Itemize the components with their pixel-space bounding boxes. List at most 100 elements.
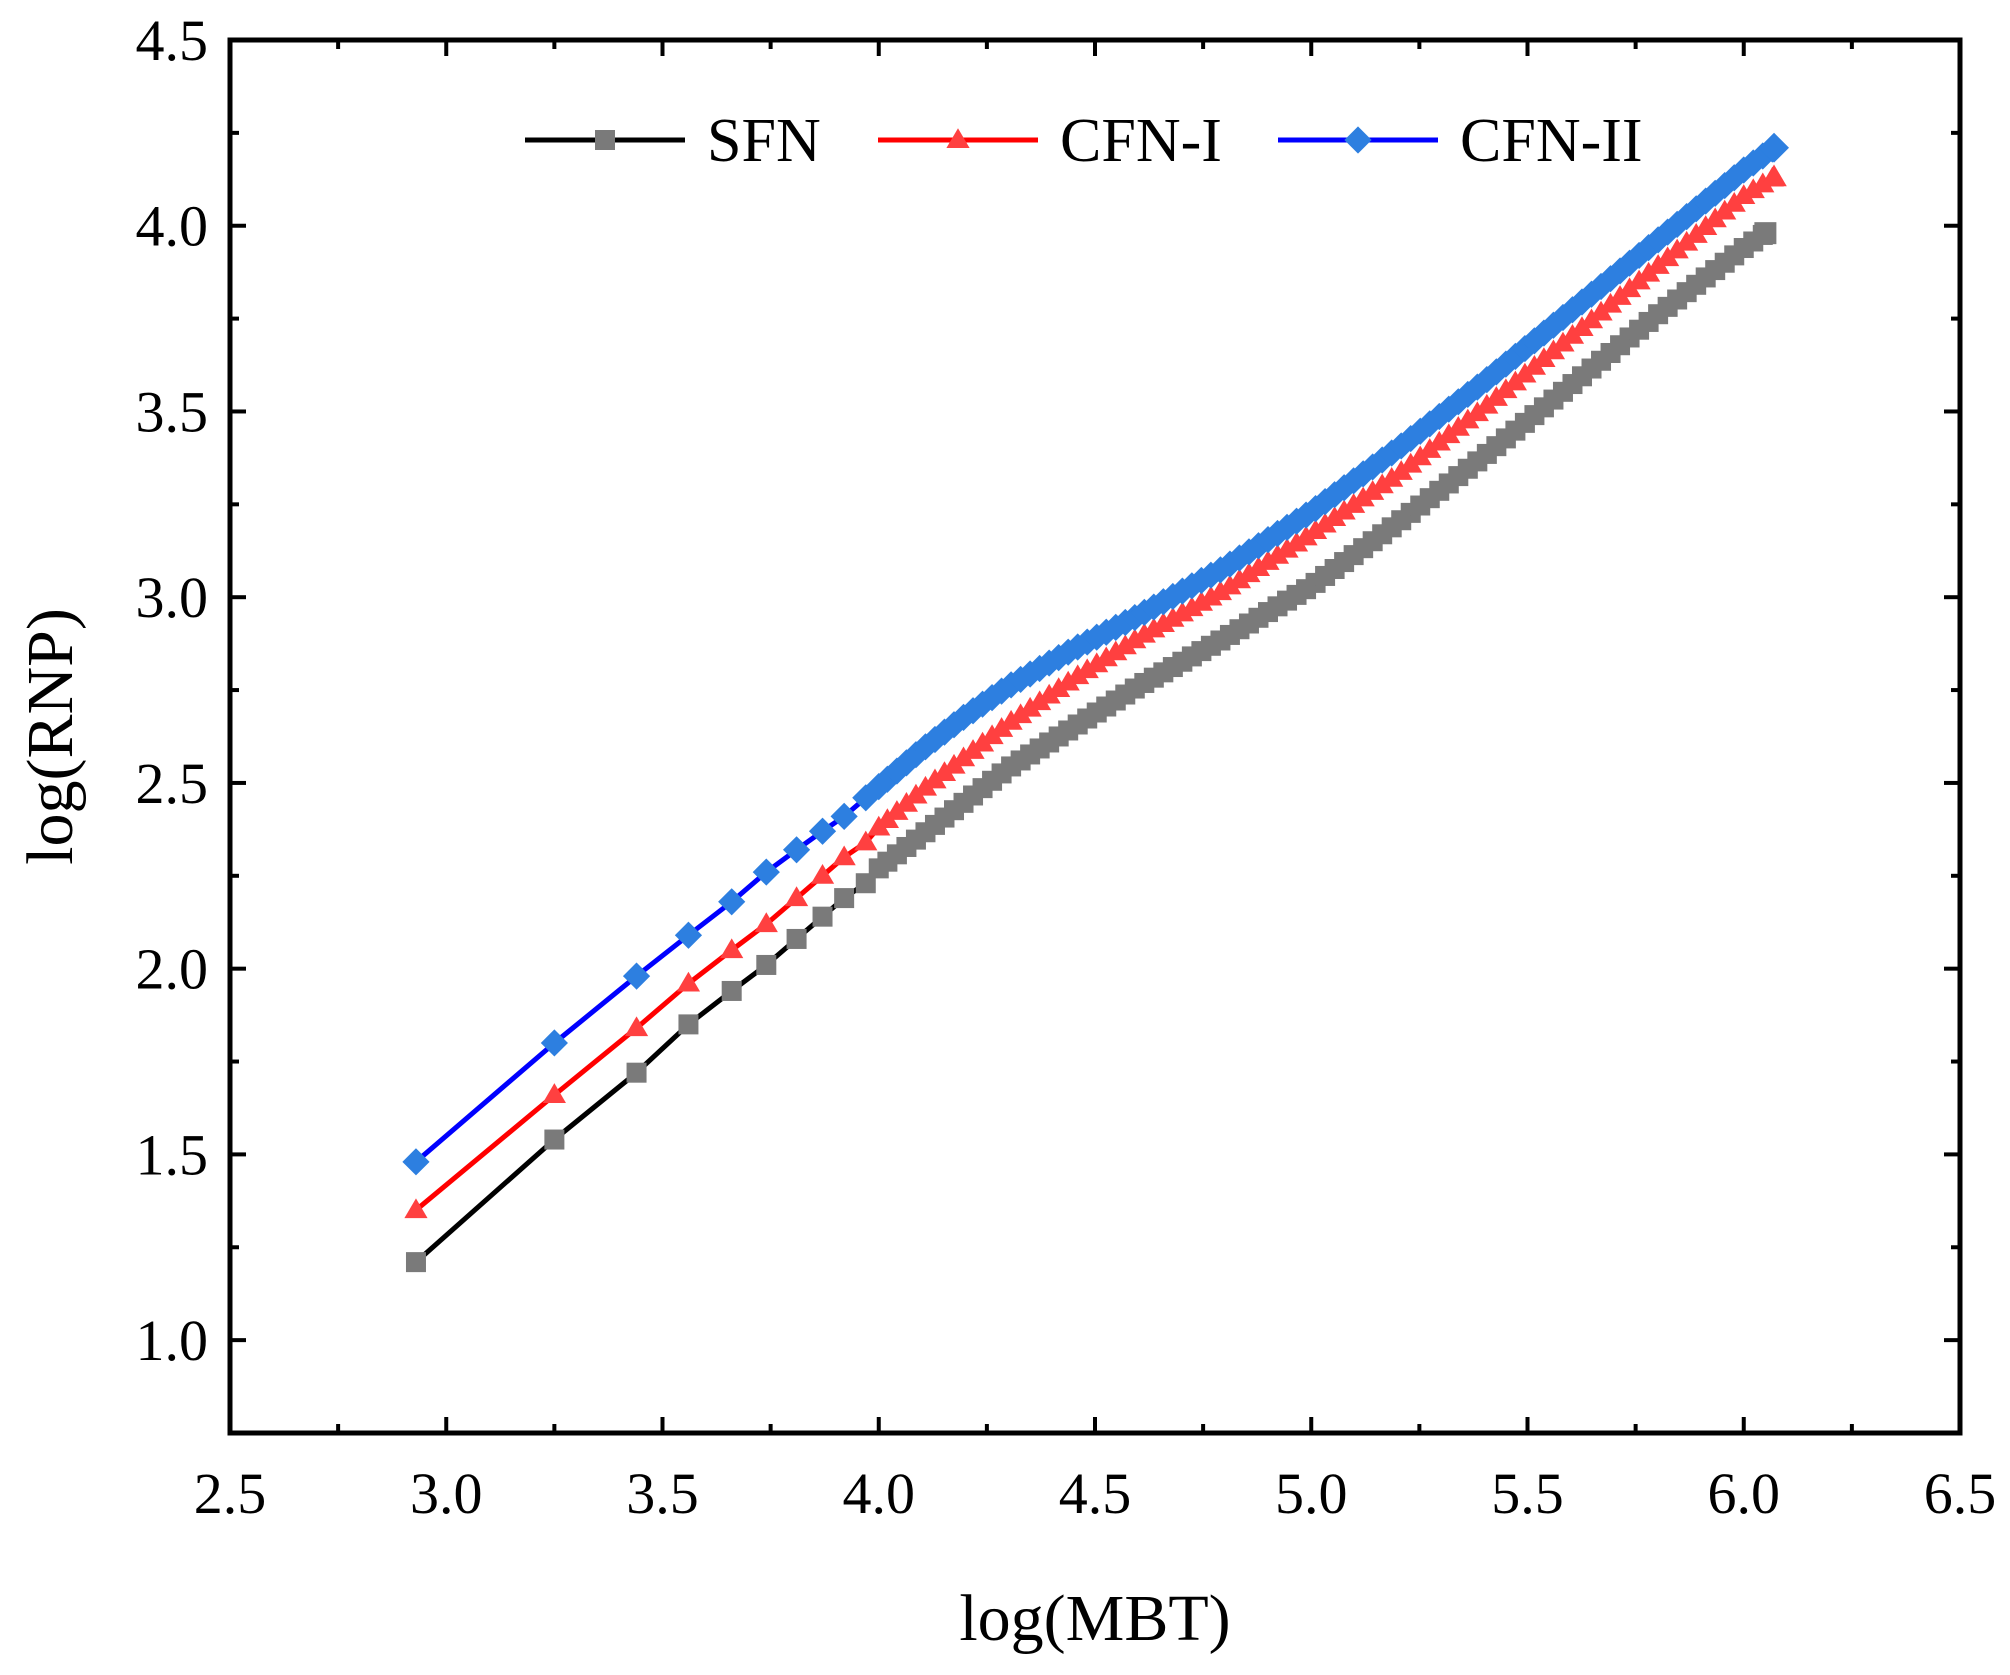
data-point xyxy=(1254,526,1282,554)
data-point xyxy=(1577,280,1606,308)
x-tick-label: 6.5 xyxy=(1924,1461,1997,1526)
data-point xyxy=(402,1148,430,1176)
data-point xyxy=(1151,612,1175,633)
data-point xyxy=(1378,439,1406,467)
series-cfn-i xyxy=(404,164,1787,1219)
data-point xyxy=(676,971,701,992)
data-point xyxy=(834,888,855,909)
data-point xyxy=(1237,562,1261,583)
data-point xyxy=(1016,660,1044,688)
y-tick-label: 2.0 xyxy=(136,937,209,1002)
x-tick-label: 6.0 xyxy=(1708,1461,1781,1526)
data-point xyxy=(1511,334,1539,363)
data-point xyxy=(1180,596,1204,617)
x-tick-label: 3.0 xyxy=(410,1461,483,1526)
y-tick-label: 1.0 xyxy=(136,1308,209,1373)
data-point xyxy=(1075,658,1099,679)
data-point xyxy=(1123,628,1147,649)
data-point xyxy=(1187,566,1215,595)
data-point xyxy=(544,1129,565,1150)
data-point xyxy=(1761,164,1787,187)
data-point xyxy=(405,1252,426,1273)
data-point xyxy=(784,886,809,907)
data-point xyxy=(883,757,911,785)
data-point xyxy=(1256,550,1280,570)
data-point xyxy=(1102,613,1130,641)
data-point xyxy=(674,921,703,949)
data-point xyxy=(404,1198,428,1219)
data-point xyxy=(1064,633,1092,661)
data-point xyxy=(1273,513,1301,541)
data-point xyxy=(721,980,742,1001)
axis-ticks: 2.5 3.0 3.5 4.0 4.5 5.0 5.5 6.0 6.5 1.0 1.5 2.0 2.5 3… xyxy=(136,8,1997,1526)
data-point xyxy=(540,1029,568,1057)
data-point xyxy=(830,802,858,830)
data-point xyxy=(1104,640,1128,661)
plot-frame xyxy=(227,37,1963,1436)
data-point xyxy=(810,864,835,884)
data-point xyxy=(720,938,744,959)
data-point xyxy=(997,671,1025,699)
data-point xyxy=(1066,664,1090,685)
data-point xyxy=(626,1062,647,1083)
data-point xyxy=(854,830,878,851)
y-tick-label: 3.0 xyxy=(136,565,209,630)
legend-marker xyxy=(595,130,615,150)
data-point xyxy=(1741,178,1765,199)
data-point xyxy=(1406,417,1434,445)
series-sfn xyxy=(405,222,1777,1273)
x-tick-label: 5.5 xyxy=(1491,1461,1564,1526)
y-tick-label: 3.5 xyxy=(136,379,209,444)
data-point xyxy=(892,749,921,777)
data-point xyxy=(911,733,940,761)
data-point xyxy=(786,928,807,949)
data-point xyxy=(873,765,901,793)
data-point xyxy=(1644,226,1672,254)
legend-label: CFN-II xyxy=(1460,107,1643,175)
data-point xyxy=(782,836,811,864)
data-point xyxy=(756,954,777,975)
data-point xyxy=(1492,350,1520,378)
data-point xyxy=(1425,402,1453,431)
data-point xyxy=(1208,580,1233,601)
data-point xyxy=(1168,577,1196,605)
legend-item-cfn-ii: CFN-II xyxy=(1278,107,1643,175)
data-point xyxy=(1732,184,1756,204)
x-tick-label: 3.5 xyxy=(626,1461,699,1526)
data-point xyxy=(1085,652,1109,673)
x-axis-title: log(MBT) xyxy=(959,1582,1230,1655)
data-point xyxy=(624,1016,649,1037)
data-point xyxy=(542,1083,566,1103)
data-point xyxy=(1113,634,1137,655)
data-point xyxy=(754,912,778,933)
data-point xyxy=(1227,568,1252,589)
legend-label: CFN-I xyxy=(1060,107,1222,175)
data-point xyxy=(1189,591,1213,611)
x-tick-label: 4.5 xyxy=(1059,1461,1132,1526)
x-tick-label: 5.0 xyxy=(1275,1461,1348,1526)
data-point xyxy=(808,817,837,845)
data-point xyxy=(1321,481,1349,509)
data-point xyxy=(622,962,651,990)
legend-marker xyxy=(946,128,970,148)
data-point xyxy=(930,718,959,746)
data-point xyxy=(1284,531,1309,552)
data-point xyxy=(1056,670,1080,691)
data-point xyxy=(1218,574,1242,595)
data-point xyxy=(1749,142,1777,170)
data-point xyxy=(1615,249,1644,277)
data-point xyxy=(1711,171,1739,200)
data-point xyxy=(1083,623,1111,651)
y-tick-label: 4.0 xyxy=(136,194,209,259)
x-tick-label: 2.5 xyxy=(194,1461,267,1526)
data-point xyxy=(1759,132,1789,163)
data-point xyxy=(959,697,987,725)
y-axis-title: log(RNP) xyxy=(14,608,87,865)
data-point xyxy=(1161,606,1185,627)
data-point xyxy=(1246,556,1271,577)
data-point xyxy=(1170,601,1194,622)
y-tick-label: 2.5 xyxy=(136,751,209,816)
data-point xyxy=(1730,156,1758,184)
data-point xyxy=(752,858,780,886)
data-point xyxy=(1473,366,1501,394)
